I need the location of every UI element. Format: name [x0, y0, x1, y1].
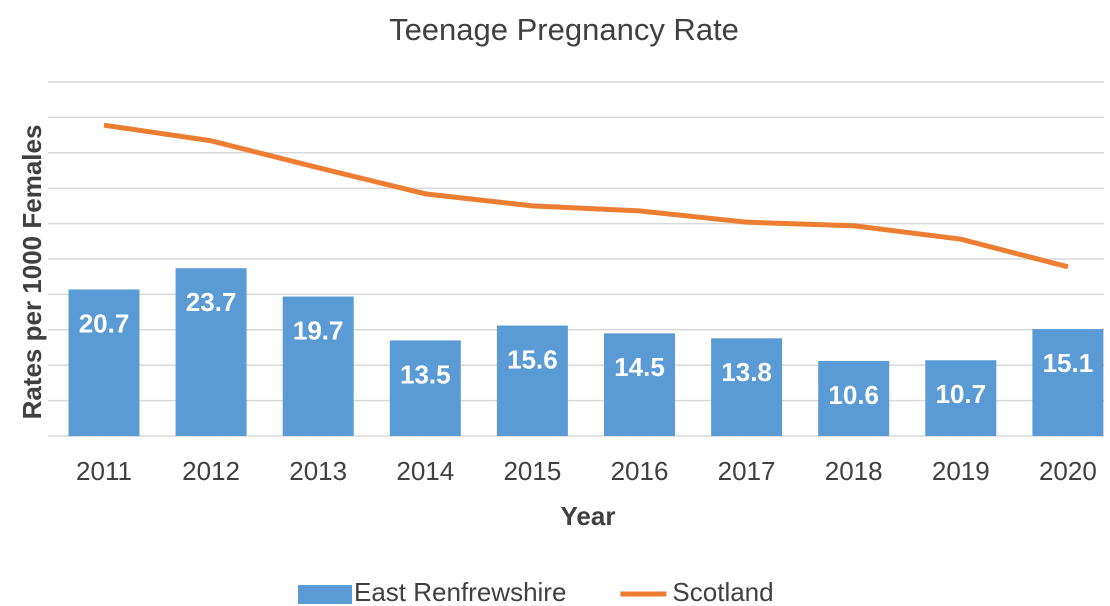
bar [175, 268, 247, 436]
x-tick-label: 2013 [289, 456, 347, 486]
data-label: 13.8 [721, 357, 772, 387]
data-label: 14.5 [614, 352, 665, 382]
bar [1032, 329, 1104, 436]
bar [282, 296, 354, 436]
x-tick-label: 2019 [932, 456, 990, 486]
legend-label: Scotland [672, 577, 773, 606]
data-label: 15.6 [507, 344, 558, 374]
bar [711, 338, 783, 436]
x-tick-label: 2020 [1039, 456, 1097, 486]
x-tick-label: 2018 [825, 456, 883, 486]
data-label: 10.7 [935, 379, 986, 409]
data-label: 19.7 [293, 315, 344, 345]
bar [604, 333, 675, 436]
x-tick-label: 2012 [182, 456, 240, 486]
bar [68, 289, 140, 436]
bar [925, 360, 997, 436]
bar [818, 360, 890, 436]
legend-label: East Renfrewshire [354, 577, 566, 606]
legend-swatch [298, 585, 352, 604]
y-axis-label: Rates per 1000 Females [17, 125, 47, 420]
x-axis-label: Year [561, 501, 616, 531]
x-tick-label: 2015 [503, 456, 561, 486]
data-label: 10.6 [828, 380, 879, 410]
data-label: 20.7 [79, 308, 130, 338]
bar [496, 325, 568, 436]
x-tick-label: 2016 [611, 456, 669, 486]
chart-title: Teenage Pregnancy Rate [389, 12, 739, 47]
data-label: 23.7 [186, 287, 237, 317]
x-tick-label: 2014 [396, 456, 454, 486]
x-tick-label: 2017 [718, 456, 776, 486]
line [103, 122, 1069, 270]
data-label: 13.5 [400, 359, 451, 389]
bar [389, 340, 461, 436]
x-tick-label: 2011 [76, 456, 132, 486]
data-label: 15.1 [1043, 348, 1094, 378]
